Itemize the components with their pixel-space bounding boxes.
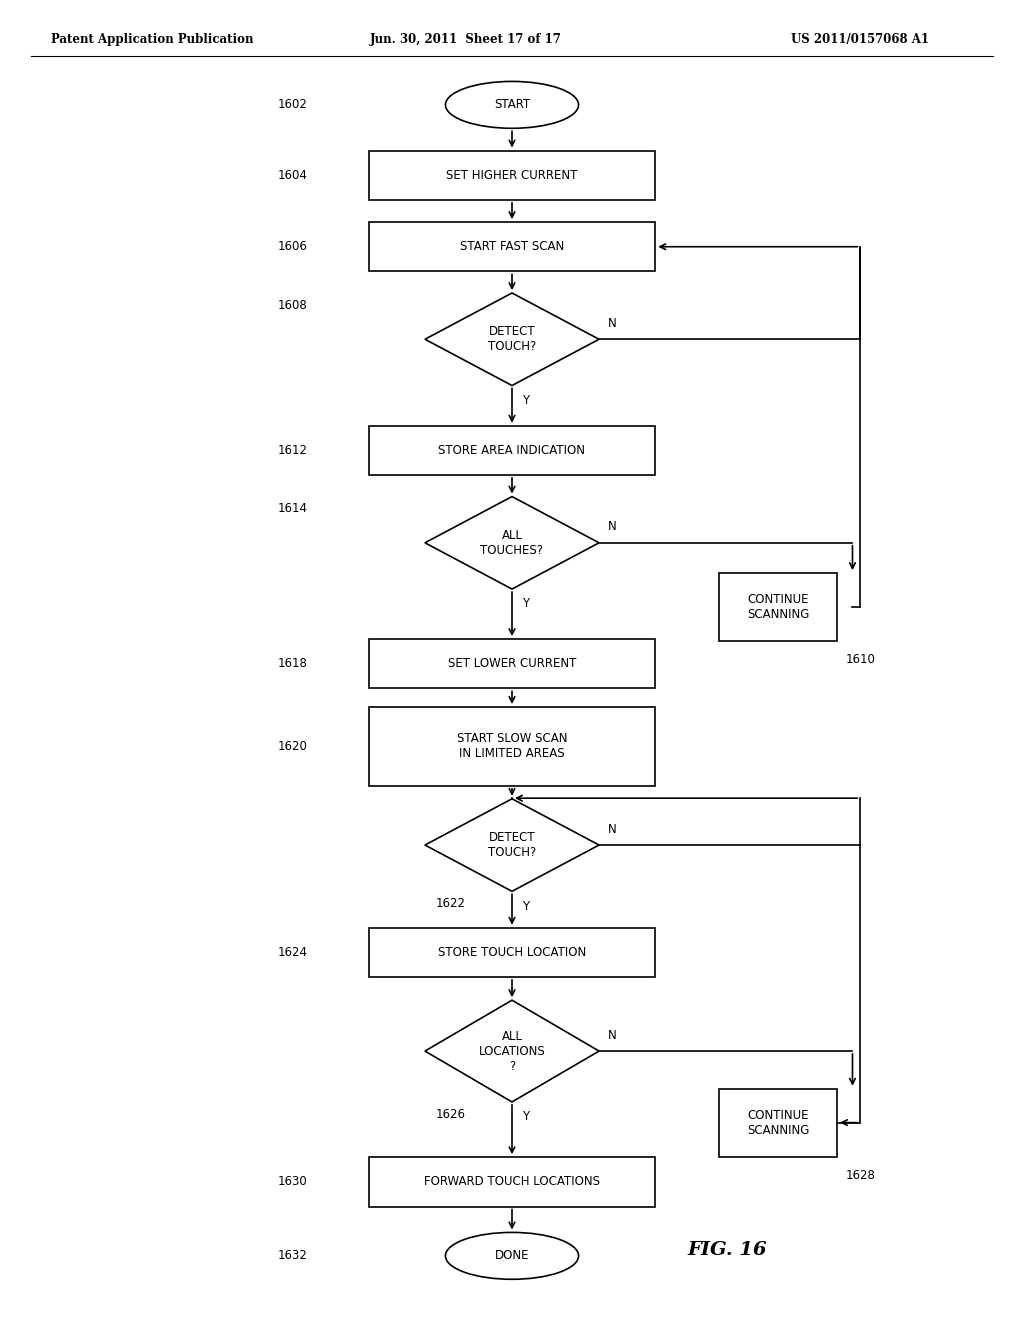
Bar — [369, 708, 655, 785]
Text: START SLOW SCAN
IN LIMITED AREAS: START SLOW SCAN IN LIMITED AREAS — [457, 733, 567, 760]
Text: Patent Application Publication: Patent Application Publication — [51, 33, 254, 46]
Bar — [369, 1158, 655, 1206]
Text: START: START — [494, 99, 530, 111]
Text: Y: Y — [522, 1110, 528, 1123]
Text: N: N — [608, 822, 616, 836]
Text: ALL
LOCATIONS
?: ALL LOCATIONS ? — [478, 1030, 546, 1073]
Text: START FAST SCAN: START FAST SCAN — [460, 240, 564, 253]
Text: Y: Y — [522, 598, 528, 610]
Text: 1632: 1632 — [278, 1249, 307, 1262]
Text: 1608: 1608 — [278, 298, 307, 312]
Text: Y: Y — [522, 393, 528, 407]
Text: CONTINUE
SCANNING: CONTINUE SCANNING — [748, 593, 809, 620]
Text: DETECT
TOUCH?: DETECT TOUCH? — [487, 832, 537, 859]
Text: FIG. 16: FIG. 16 — [687, 1241, 767, 1259]
Text: 1620: 1620 — [278, 739, 307, 752]
Text: 1606: 1606 — [278, 240, 307, 253]
Bar — [369, 425, 655, 475]
Text: DONE: DONE — [495, 1249, 529, 1262]
Text: DETECT
TOUCH?: DETECT TOUCH? — [487, 325, 537, 354]
Text: 1602: 1602 — [278, 99, 307, 111]
Bar — [369, 639, 655, 688]
Text: 1630: 1630 — [278, 1175, 307, 1188]
Text: STORE AREA INDICATION: STORE AREA INDICATION — [438, 444, 586, 457]
Text: 1618: 1618 — [278, 657, 307, 671]
Bar — [719, 573, 838, 642]
Bar — [719, 1089, 838, 1156]
Text: N: N — [608, 1028, 616, 1041]
Text: US 2011/0157068 A1: US 2011/0157068 A1 — [792, 33, 929, 46]
Text: FORWARD TOUCH LOCATIONS: FORWARD TOUCH LOCATIONS — [424, 1175, 600, 1188]
Text: STORE TOUCH LOCATION: STORE TOUCH LOCATION — [438, 946, 586, 958]
Text: SET LOWER CURRENT: SET LOWER CURRENT — [447, 657, 577, 671]
Text: 1614: 1614 — [278, 503, 307, 515]
Text: 1604: 1604 — [278, 169, 307, 182]
Text: CONTINUE
SCANNING: CONTINUE SCANNING — [748, 1109, 809, 1137]
Text: 1622: 1622 — [435, 898, 465, 911]
Bar — [369, 928, 655, 977]
Text: 1612: 1612 — [278, 444, 307, 457]
Text: SET HIGHER CURRENT: SET HIGHER CURRENT — [446, 169, 578, 182]
Text: 1610: 1610 — [846, 653, 876, 667]
Text: 1626: 1626 — [435, 1107, 465, 1121]
Text: Jun. 30, 2011  Sheet 17 of 17: Jun. 30, 2011 Sheet 17 of 17 — [370, 33, 562, 46]
Text: 1628: 1628 — [846, 1170, 876, 1181]
Text: N: N — [608, 317, 616, 330]
Text: Y: Y — [522, 900, 528, 912]
Text: N: N — [608, 520, 616, 533]
Bar — [369, 222, 655, 272]
Bar — [369, 150, 655, 199]
Text: 1624: 1624 — [278, 946, 307, 958]
Text: ALL
TOUCHES?: ALL TOUCHES? — [480, 529, 544, 557]
